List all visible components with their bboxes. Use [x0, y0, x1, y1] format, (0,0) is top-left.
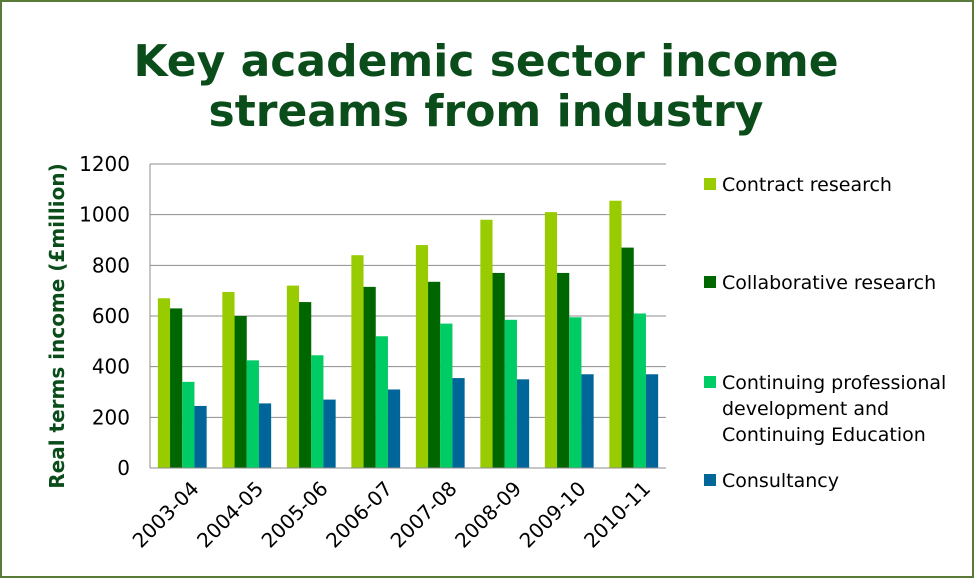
bar [157, 298, 171, 468]
x-tick-label: 2010-11 [579, 476, 655, 552]
y-tick-label: 0 [117, 456, 130, 480]
y-tick-labels: 0 200 400 600 800 1000 1200 [79, 152, 130, 480]
x-tick-labels: 2003-042004-052005-062006-072007-082008-… [128, 476, 656, 552]
bar [428, 281, 441, 468]
bar [504, 319, 517, 468]
x-tick-label: 2005-06 [257, 476, 333, 552]
bars [157, 200, 659, 468]
bar [323, 399, 336, 468]
x-tick-label: 2009-10 [515, 476, 591, 552]
x-tick-label: 2003-04 [128, 476, 204, 552]
chart-title-line: Key academic sector income [133, 36, 838, 87]
bar [299, 302, 312, 468]
y-axis-label: Real terms income (£million) [45, 163, 69, 488]
bar [480, 219, 493, 468]
bar [194, 405, 207, 468]
legend-swatch [704, 376, 716, 388]
axes [149, 164, 666, 469]
y-tick-label: 1000 [79, 203, 130, 227]
bar [375, 336, 388, 468]
bar [440, 323, 453, 468]
bar [351, 255, 364, 468]
y-tick-label: 400 [92, 355, 130, 379]
bar [557, 272, 570, 468]
legend-swatch [704, 474, 716, 486]
y-tick-label: 600 [92, 304, 130, 328]
bar [258, 403, 272, 468]
bar [621, 247, 634, 468]
bar [286, 285, 300, 468]
y-tick-label: 800 [92, 253, 130, 277]
chart-title-line: streams from industry [209, 86, 764, 137]
bar [645, 374, 659, 468]
bar [246, 360, 259, 468]
bar [234, 316, 247, 468]
legend-swatch [704, 178, 716, 190]
x-tick-label: 2004-05 [192, 476, 268, 552]
legend: Contract research Collaborative research C… [704, 174, 946, 492]
bar [363, 286, 376, 468]
bar [170, 308, 183, 468]
bar [581, 374, 594, 468]
x-tick-label: 2006-07 [321, 476, 397, 552]
bar [452, 378, 465, 468]
legend-label: development and [722, 398, 889, 420]
x-tick-label: 2008-09 [450, 476, 526, 552]
bar [569, 317, 582, 468]
bar [311, 355, 324, 468]
x-tick-label: 2007-08 [386, 476, 462, 552]
bar [492, 272, 505, 468]
bar [633, 313, 646, 468]
y-axis-label-text: Real terms income (£million) [45, 163, 69, 488]
bar [516, 379, 530, 468]
bar [544, 212, 558, 468]
bar [387, 389, 401, 468]
legend-label: Consultancy [722, 470, 839, 492]
bar [182, 381, 195, 468]
legend-label: Continuing professional [722, 372, 946, 394]
bar [609, 200, 622, 468]
legend-label: Contract research [722, 174, 892, 196]
legend-swatch [704, 276, 716, 288]
legend-label: Collaborative research [722, 272, 936, 294]
y-tick-label: 200 [92, 405, 130, 429]
bar [222, 291, 235, 468]
legend-label: Continuing Education [722, 424, 926, 446]
bar [415, 245, 429, 468]
y-tick-label: 1200 [79, 152, 130, 176]
